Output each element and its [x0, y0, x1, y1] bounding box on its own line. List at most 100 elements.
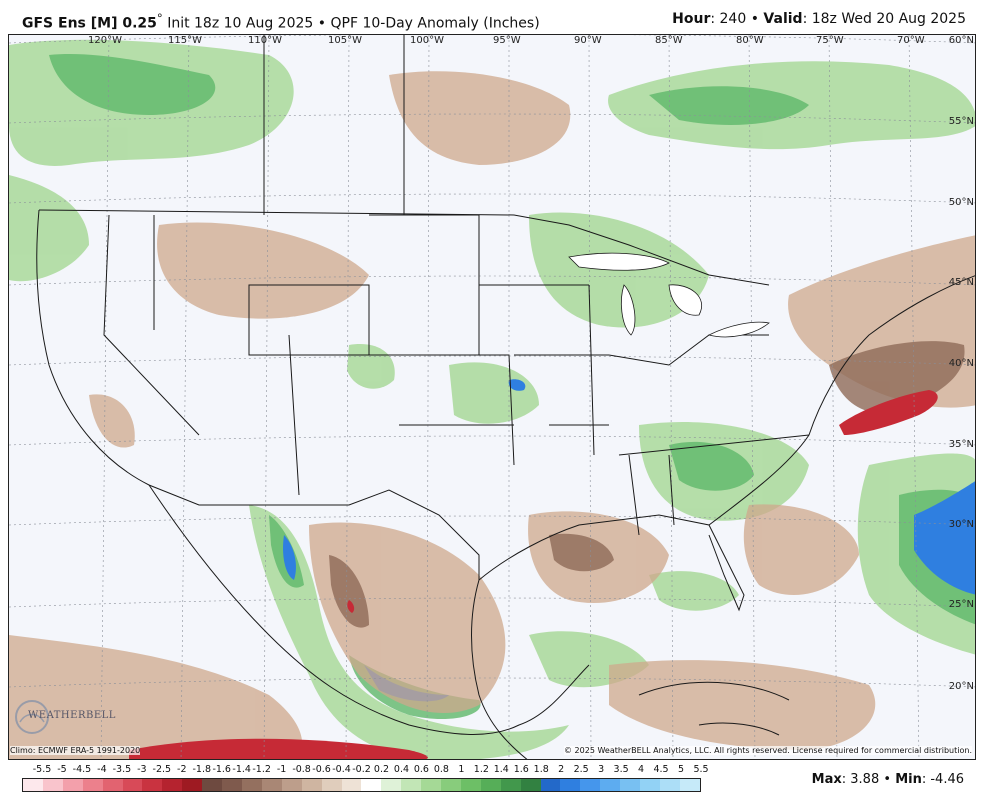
max-min-stats: Max: 3.88 • Min: -4.46	[812, 772, 964, 787]
colorbar-tick-label: -1.6	[212, 764, 231, 775]
colorbar-tick-label: -0.8	[292, 764, 311, 775]
colorbar-tick-label: -2.5	[152, 764, 172, 775]
colorbar-tick-label: 3	[598, 764, 605, 775]
colorbar-tick-label: 2	[558, 764, 565, 775]
colorbar-tick-label: 2.5	[573, 764, 589, 775]
colorbar-swatch	[520, 779, 541, 791]
colorbar-tick-label: 4.5	[653, 764, 669, 775]
max-value: : 3.88	[841, 772, 880, 787]
colorbar-swatch	[261, 779, 282, 791]
lat-label: 45°N	[948, 277, 974, 288]
colorbar-swatch	[321, 779, 342, 791]
lon-label: 115°W	[168, 35, 202, 46]
lat-label: 40°N	[948, 358, 974, 369]
colorbar-tick-label: 0.8	[433, 764, 449, 775]
lat-label: 25°N	[948, 599, 974, 610]
dry-anomaly-areas	[9, 71, 975, 759]
colorbar-tick-label: 1.8	[533, 764, 549, 775]
copyright-notice: © 2025 WeatherBELL Analytics, LLC. All r…	[564, 746, 972, 755]
colorbar-swatch	[361, 779, 382, 791]
colorbar-swatch	[222, 779, 242, 791]
lat-label: 30°N	[948, 519, 974, 530]
lat-label: 35°N	[948, 439, 974, 450]
colorbar-swatch	[500, 779, 521, 791]
lon-label: 100°W	[410, 35, 444, 46]
map-header: GFS Ens [M] 0.25° Init 18z 10 Aug 2025 •…	[0, 0, 984, 34]
colorbar-tick-label: -4.5	[72, 764, 92, 775]
colorbar-tick-label: 1	[458, 764, 465, 775]
lon-label: 110°W	[248, 35, 282, 46]
lon-label: 70°W	[897, 35, 925, 46]
colorbar-swatch	[600, 779, 621, 791]
colorbar-tick-label: -3.5	[112, 764, 132, 775]
colorbar-tick-label: -2	[177, 764, 187, 775]
product-name: QPF 10-Day Anomaly (Inches)	[330, 15, 540, 32]
colorbar-tick-label: -0.4	[332, 764, 351, 775]
colorbar-tick-label: 1.2	[473, 764, 489, 775]
colorbar-swatch	[580, 779, 601, 791]
colorbar-tick-label: -1	[276, 764, 287, 775]
colorbar-labels: -5.5 -5 -4.5 -4 -3.5 -3 -2.5 -2 -1.8 -1.6 -1.4 -1.2…	[22, 764, 722, 776]
colorbar-swatch	[82, 779, 103, 791]
colorbar-tick-label: -1.2	[252, 764, 271, 775]
valid-value: : 18z Wed 20 Aug 2025	[802, 11, 966, 27]
map-canvas	[9, 35, 975, 759]
lat-label: 50°N	[948, 197, 974, 208]
colorbar-swatch	[540, 779, 561, 791]
hour-label: Hour	[672, 11, 711, 27]
lon-label: 85°W	[655, 35, 683, 46]
colorbar-swatch	[182, 779, 203, 791]
colorbar-swatch	[23, 779, 43, 791]
colorbar-swatch	[640, 779, 660, 791]
lon-label: 90°W	[574, 35, 602, 46]
colorbar-tick-label: 5.5	[693, 764, 709, 775]
colorbar-tick-label: -0.2	[352, 764, 371, 775]
model-name: GFS Ens [M] 0.25	[22, 15, 157, 32]
colorbar-swatch	[301, 779, 322, 791]
great-lakes	[568, 252, 770, 338]
lon-label: 95°W	[493, 35, 521, 46]
colorbar-swatch	[202, 779, 223, 791]
map-title: GFS Ens [M] 0.25° Init 18z 10 Aug 2025 •…	[22, 11, 540, 32]
lon-label: 120°W	[88, 35, 122, 46]
colorbar-swatch	[122, 779, 143, 791]
lat-label: 20°N	[948, 681, 974, 692]
valid-time: Hour: 240 • Valid: 18z Wed 20 Aug 2025	[672, 11, 966, 27]
colorbar-swatch	[241, 779, 262, 791]
anomaly-map	[8, 34, 976, 760]
colorbar-swatch	[421, 779, 442, 791]
init-time: Init 18z 10 Aug 2025	[167, 15, 314, 32]
colorbar-tick-label: -1.8	[192, 764, 212, 775]
colorbar-tick-label: 1.6	[513, 764, 529, 775]
colorbar-swatch	[560, 779, 581, 791]
colorbar-tick-label: -0.6	[312, 764, 331, 775]
colorbar-swatch	[660, 779, 680, 791]
stats-separator: •	[883, 772, 892, 787]
colorbar-swatch	[679, 779, 700, 791]
graticule	[9, 35, 975, 759]
lon-label: 105°W	[328, 35, 362, 46]
valid-separator: •	[750, 11, 759, 27]
lat-label: 55°N	[948, 116, 974, 127]
valid-label: Valid	[763, 11, 803, 27]
colorbar-swatch	[42, 779, 63, 791]
lon-label: 80°W	[736, 35, 764, 46]
colorbar-tick-label: -5.5	[32, 764, 52, 775]
hour-value: : 240	[710, 11, 747, 27]
colorbar-tick-label: 5	[677, 764, 685, 775]
colorbar-tick-label: -5	[57, 764, 67, 775]
colorbar-tick-label: 4	[638, 764, 645, 775]
colorbar-tick-label: -3	[137, 764, 147, 775]
colorbar-tick-label: 1.4	[493, 764, 509, 775]
colorbar-swatch	[162, 779, 183, 791]
logo-text: WEATHERBELL	[28, 710, 116, 721]
max-label: Max	[811, 772, 842, 787]
colorbar-swatch	[281, 779, 302, 791]
colorbar-tick-label: -4	[97, 764, 107, 775]
colorbar-swatch	[102, 779, 123, 791]
colorbar-tick-label: 0.6	[413, 764, 429, 775]
colorbar-swatch	[460, 779, 481, 791]
degree-symbol: °	[156, 11, 163, 25]
colorbar-swatch	[381, 779, 402, 791]
extreme-dry-areas	[129, 390, 938, 759]
